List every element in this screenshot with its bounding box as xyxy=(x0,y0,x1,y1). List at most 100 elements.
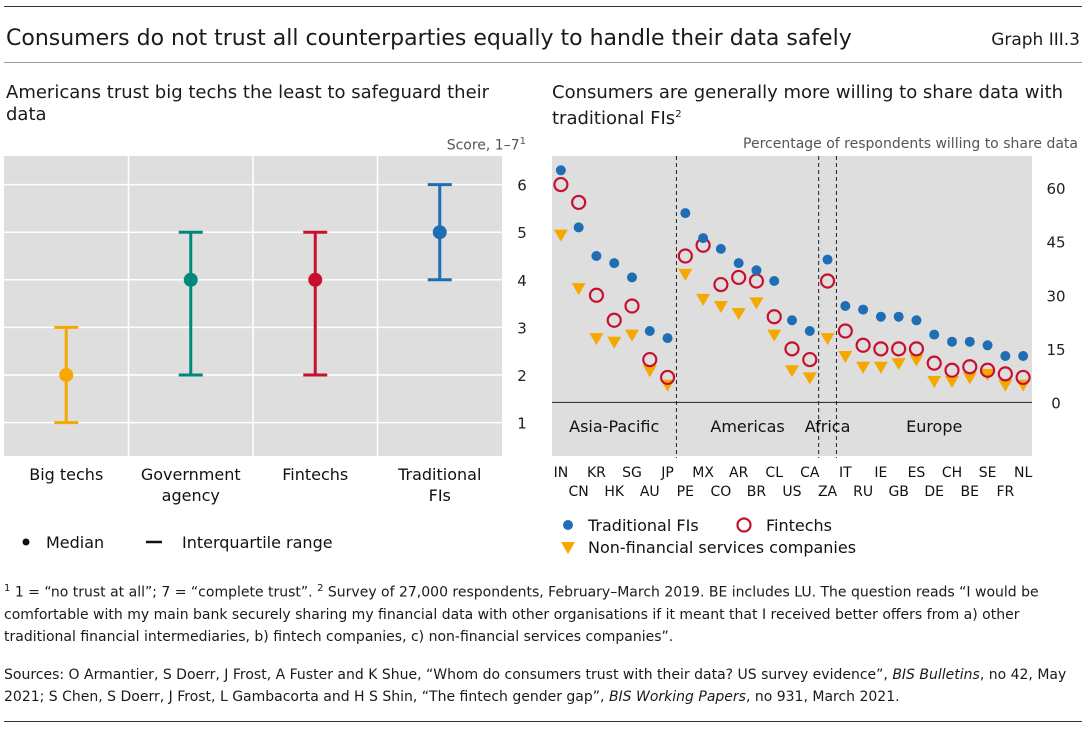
right-x-category-label: DE xyxy=(924,484,944,500)
point-triangle-down xyxy=(749,297,764,310)
footnote-1: 1 = “no trust at all”; 7 = “complete tru… xyxy=(10,584,318,601)
point-ring xyxy=(588,287,605,303)
right-x-category-label: HK xyxy=(604,484,625,500)
point-ring xyxy=(624,298,640,314)
point-ring xyxy=(606,312,622,328)
right-chart: 0 15 30 45 60 Asia-Pacific Americas Africa Europ… xyxy=(552,156,1066,557)
left-x-category-label: FIs xyxy=(429,486,451,505)
point-dot xyxy=(1018,351,1029,361)
point-ring xyxy=(837,323,853,339)
left-y-tick-label: 4 xyxy=(517,272,527,290)
point-dot xyxy=(698,233,709,244)
point-dot xyxy=(964,336,975,347)
point-dot xyxy=(627,272,637,283)
region-label: Asia-Pacific xyxy=(569,417,659,436)
point-dot xyxy=(947,336,957,347)
region-label: Americas xyxy=(710,417,784,436)
point-ring xyxy=(713,276,729,293)
point-dot xyxy=(609,258,620,269)
right-x-category-label: AR xyxy=(729,465,749,481)
right-x-category-label: BE xyxy=(961,484,979,500)
point-dot xyxy=(715,243,726,254)
point-dot xyxy=(573,222,584,233)
point-triangle-down xyxy=(678,268,693,281)
right-x-category-label: NL xyxy=(1014,465,1032,481)
point-ring xyxy=(873,341,889,357)
point-triangle-down xyxy=(945,376,959,388)
left-x-category-label: agency xyxy=(162,486,220,505)
sources: Sources: O Armantier, S Doerr, J Frost, … xyxy=(4,667,1067,705)
legend-non-financial-label: Non-financial services companies xyxy=(588,538,856,557)
point-ring xyxy=(553,176,569,193)
point-ring xyxy=(802,351,818,368)
point-triangle-down xyxy=(909,354,924,367)
graph-title: Consumers do not trust all counterpartie… xyxy=(6,26,852,51)
point-triangle-down xyxy=(571,283,586,296)
left-y-tick-label: 3 xyxy=(517,319,527,337)
point-triangle-down xyxy=(838,351,853,363)
point-ring xyxy=(944,362,960,378)
right-x-category-label: GB xyxy=(888,484,908,500)
point-dot xyxy=(662,333,673,344)
left-chart: 1 2 3 4 5 6 Big techs Government agency Fintechs T… xyxy=(4,156,527,552)
point-triangle-down xyxy=(873,361,888,374)
point-dot xyxy=(804,326,815,336)
top-rule xyxy=(4,6,1082,7)
point-triangle-down xyxy=(553,229,568,242)
point-ring xyxy=(908,341,925,357)
point-triangle-down xyxy=(642,365,657,378)
bottom-rule xyxy=(4,721,1082,722)
point-triangle-down xyxy=(589,333,604,346)
point-triangle-down xyxy=(713,301,728,313)
point-triangle-down xyxy=(927,376,942,388)
right-x-category-label: RU xyxy=(853,484,873,500)
point-dot xyxy=(787,315,797,326)
right-y-tick-label: 60 xyxy=(1046,180,1065,198)
legend-traditional-fis-marker xyxy=(563,520,573,530)
point-dot xyxy=(733,258,744,269)
right-x-category-label: FR xyxy=(996,484,1014,500)
right-x-category-label: MX xyxy=(692,465,714,481)
point-triangle-down xyxy=(856,361,871,374)
right-x-category-label: IE xyxy=(874,465,887,481)
right-y-tick-label: 45 xyxy=(1046,234,1065,252)
point-triangle-down xyxy=(962,372,977,385)
point-dot xyxy=(911,315,922,326)
right-x-category-label: SG xyxy=(622,465,642,481)
left-y-tick-label: 2 xyxy=(517,367,527,385)
left-x-category-label: Government xyxy=(141,465,241,484)
point-dot xyxy=(822,254,833,265)
point-ring xyxy=(677,248,693,264)
point-ring xyxy=(642,351,658,368)
point-ring xyxy=(766,309,782,325)
legend-non-financial-marker xyxy=(561,542,575,554)
left-y-tick-label: 6 xyxy=(517,177,527,195)
legend-median-marker xyxy=(22,538,30,546)
point-dot xyxy=(840,301,851,311)
point-triangle-down xyxy=(625,329,639,342)
legend-iqr-label: Interquartile range xyxy=(182,533,333,552)
point-dot xyxy=(769,276,780,286)
point-triangle-down xyxy=(696,293,711,306)
right-x-category-label: IN xyxy=(554,465,569,481)
left-y-tick-label: 1 xyxy=(517,415,527,433)
point-triangle-down xyxy=(785,365,799,378)
point-ring xyxy=(819,273,836,289)
left-x-category-label: Fintechs xyxy=(282,465,348,484)
right-x-category-label: US xyxy=(782,484,801,500)
point-triangle-down xyxy=(980,368,995,381)
right-x-category-label: AU xyxy=(640,484,660,500)
right-x-category-label: BR xyxy=(747,484,767,500)
point-ring xyxy=(1015,369,1031,386)
point-triangle-down xyxy=(802,372,817,385)
right-panel-unit: Percentage of respondents willing to sha… xyxy=(743,136,1078,152)
point-ring xyxy=(571,194,587,211)
right-x-category-label: CA xyxy=(800,465,820,481)
point-triangle-down xyxy=(731,308,746,321)
right-y-tick-label: 15 xyxy=(1046,341,1065,359)
point-ring xyxy=(926,355,942,371)
graph-number: Graph III.3 xyxy=(991,30,1080,50)
right-y-tick-label: 0 xyxy=(1051,394,1061,412)
point-ring xyxy=(855,337,871,353)
right-x-category-label: ZA xyxy=(818,484,838,500)
